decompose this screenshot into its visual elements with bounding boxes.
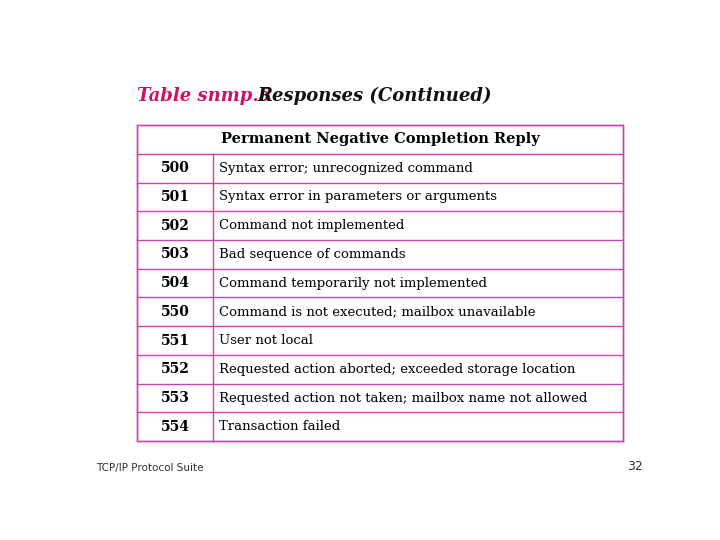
Text: 550: 550 [161, 305, 189, 319]
Text: Bad sequence of commands: Bad sequence of commands [220, 248, 406, 261]
Text: 504: 504 [161, 276, 189, 290]
Text: 503: 503 [161, 247, 189, 261]
Text: Permanent Negative Completion Reply: Permanent Negative Completion Reply [221, 132, 539, 146]
Text: Requested action aborted; exceeded storage location: Requested action aborted; exceeded stora… [220, 363, 576, 376]
Text: User not local: User not local [220, 334, 313, 347]
Text: Table snmp.5: Table snmp.5 [138, 87, 271, 105]
Text: Transaction failed: Transaction failed [220, 420, 341, 433]
Text: Syntax error in parameters or arguments: Syntax error in parameters or arguments [220, 191, 498, 204]
Text: Requested action not taken; mailbox name not allowed: Requested action not taken; mailbox name… [220, 392, 588, 404]
Text: 500: 500 [161, 161, 189, 175]
Text: 553: 553 [161, 391, 189, 405]
Text: Responses (Continued): Responses (Continued) [258, 87, 492, 105]
Bar [138, 125, 623, 441]
Text: 501: 501 [161, 190, 189, 204]
Text: Command temporarily not implemented: Command temporarily not implemented [220, 276, 487, 289]
Text: 554: 554 [161, 420, 189, 434]
Text: Command not implemented: Command not implemented [220, 219, 405, 232]
Text: 551: 551 [161, 334, 189, 348]
Text: 502: 502 [161, 219, 189, 233]
Text: 32: 32 [626, 460, 642, 473]
Text: Command is not executed; mailbox unavailable: Command is not executed; mailbox unavail… [220, 305, 536, 318]
Text: 552: 552 [161, 362, 189, 376]
Text: Syntax error; unrecognized command: Syntax error; unrecognized command [220, 161, 473, 174]
Text: TCP/IP Protocol Suite: TCP/IP Protocol Suite [96, 463, 203, 473]
